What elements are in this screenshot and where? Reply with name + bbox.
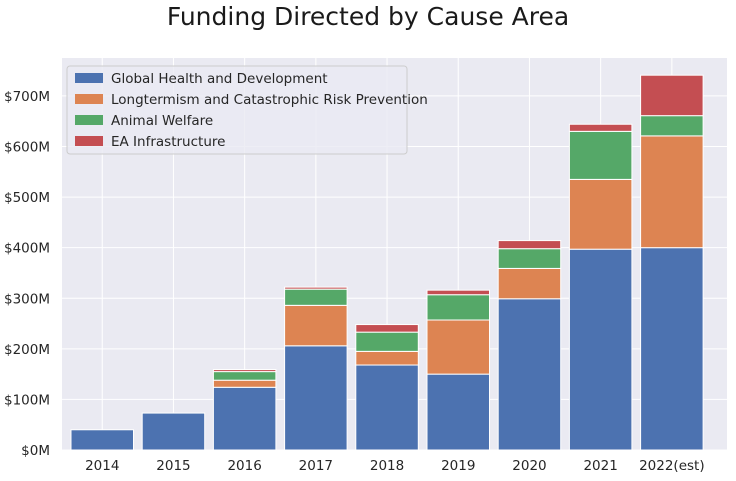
legend-label: Longtermism and Catastrophic Risk Preven…: [111, 92, 428, 108]
bar-segment: 2016 — Global Health and Development: 12…: [212, 386, 277, 451]
x-tick-label: 2014: [85, 458, 119, 474]
y-tick-label: $200M: [4, 342, 50, 358]
legend-label: Global Health and Development: [111, 71, 328, 87]
x-tick-label: 2016: [227, 458, 261, 474]
bar-segment: 2021 — Longtermism and Catastrophic Risk…: [568, 178, 633, 250]
x-tick-label: 2015: [156, 458, 190, 474]
legend-swatch: [75, 94, 103, 104]
bar-segment: 2018 — Animal Welfare: 38: [355, 331, 419, 352]
bars: 2014 — Global Health and Development: 40…: [70, 74, 704, 451]
bar-segment: 2018 — Longtermism and Catastrophic Risk…: [355, 350, 419, 366]
x-tick-label: 2020: [512, 458, 546, 474]
bar-segment: 2017 — Longtermism and Catastrophic Risk…: [284, 304, 348, 347]
y-tick-label: $400M: [4, 241, 50, 257]
bar-segment: 2018 — EA Infrastructure: 15: [355, 324, 419, 333]
bar-segment: 2017 — EA Infrastructure: 4: [284, 286, 348, 290]
x-axis-ticks: 2014 2015 2016 2017 2018 2019 2020 2021 2022(est…: [85, 458, 705, 474]
legend-swatch: [75, 136, 103, 146]
x-tick-label: 2018: [370, 458, 404, 474]
bar-segment: 2018 — Global Health and Development: 16…: [355, 364, 419, 451]
legend-swatch: [75, 73, 103, 83]
legend-label: Animal Welfare: [111, 113, 213, 129]
y-tick-label: $0M: [21, 443, 50, 459]
legend-box: [66, 65, 408, 155]
y-axis-ticks: $0M $100M $200M $300M $400M $500M $600M $700M: [4, 89, 50, 459]
bar-segment: 2016 — Longtermism and Catastrophic Risk…: [212, 379, 277, 388]
bar-segment: 2015 — Global Health and Development: 73: [141, 412, 206, 451]
bar-segment: 2021 — EA Infrastructure: 14: [568, 123, 633, 132]
x-tick-label: 2019: [441, 458, 475, 474]
x-tick-label: 2017: [299, 458, 333, 474]
bar-segment: 2022(est) — EA Infrastructure: 80: [640, 74, 704, 117]
bar-segment: 2022(est) — Global Health and Developmen…: [640, 247, 704, 451]
y-tick-label: $500M: [4, 190, 50, 206]
bar-segment: 2017 — Global Health and Development: 20…: [284, 345, 348, 451]
bar-segment: 2022(est) — Longtermism and Catastrophic…: [640, 135, 704, 249]
bar-segment: 2020 — EA Infrastructure: 16: [497, 240, 562, 250]
bar-segment: 2016 — EA Infrastructure: 4: [212, 369, 277, 373]
y-tick-label: $700M: [4, 89, 50, 105]
bar-segment: 2014 — Global Health and Development: 40: [70, 429, 134, 451]
legend-swatch: [75, 115, 103, 125]
bar-segment: 2019 — Global Health and Development: 15…: [426, 373, 490, 451]
chart-title: Funding Directed by Cause Area: [166, 2, 570, 31]
y-tick-label: $300M: [4, 291, 50, 307]
bar-segment: 2019 — EA Infrastructure: 9: [426, 289, 490, 296]
bar-segment: 2021 — Animal Welfare: 95: [568, 130, 633, 180]
bar-segment: 2019 — Longtermism and Catastrophic Risk…: [426, 319, 490, 375]
bar-segment: 2017 — Animal Welfare: 32: [284, 288, 348, 306]
y-tick-label: $600M: [4, 140, 50, 156]
bar-segment: 2019 — Animal Welfare: 50: [426, 294, 490, 321]
legend: Global Health and Development Longtermism…: [66, 65, 428, 155]
legend-label: EA Infrastructure: [111, 134, 225, 150]
bar-segment: 2021 — Global Health and Development: 39…: [568, 248, 633, 451]
x-tick-label: 2021: [583, 458, 617, 474]
y-tick-label: $100M: [4, 392, 50, 408]
x-tick-label: 2022(est): [639, 458, 705, 474]
bar-segment: 2016 — Animal Welfare: 17: [212, 371, 277, 381]
bar-segment: 2022(est) — Animal Welfare: 40: [640, 115, 704, 137]
bar-segment: 2020 — Global Health and Development: 29…: [497, 298, 562, 451]
bar-segment: 2020 — Animal Welfare: 39: [497, 248, 562, 269]
bar-segment: 2020 — Longtermism and Catastrophic Risk…: [497, 267, 562, 300]
